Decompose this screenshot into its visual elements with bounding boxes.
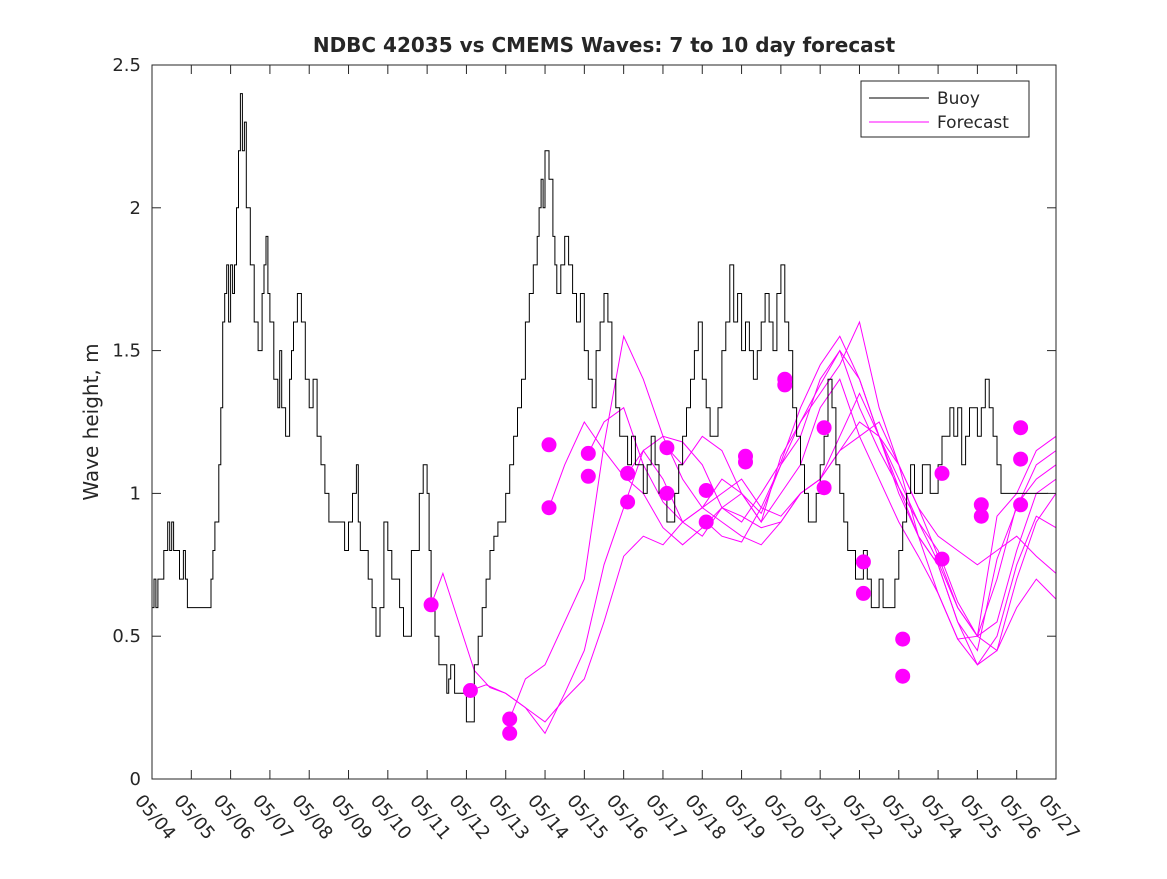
y-axis-label: Wave height, m <box>79 343 103 500</box>
forecast-point <box>659 485 675 501</box>
forecast-line-8 <box>705 349 1057 640</box>
forecast-line-7 <box>666 320 1057 638</box>
forecast-line-6 <box>627 335 1057 652</box>
forecast-point <box>698 514 714 530</box>
forecast-point <box>502 711 518 727</box>
legend-box <box>860 80 1030 138</box>
forecast-point <box>855 585 871 601</box>
y-tick-label: 1 <box>130 483 141 504</box>
forecast-point <box>895 631 911 647</box>
forecast-point <box>738 454 753 470</box>
forecast-point <box>934 551 950 567</box>
forecast-point <box>934 465 950 481</box>
series-layer <box>152 93 1057 741</box>
legend: Buoy Forecast <box>860 80 1030 138</box>
forecast-point <box>541 500 557 516</box>
forecast-line-3 <box>509 334 1057 720</box>
chart-title: NDBC 42035 vs CMEMS Waves: 7 to 10 day f… <box>313 33 896 57</box>
forecast-point <box>580 445 596 461</box>
forecast-point <box>502 725 518 741</box>
axes-frame <box>151 64 1057 780</box>
forecast-point <box>462 683 478 698</box>
y-tick-label: 1.5 <box>112 341 141 362</box>
forecast-point <box>1013 497 1029 513</box>
forecast-point <box>855 554 871 570</box>
forecast-point <box>580 468 596 484</box>
buoy-line <box>152 93 1049 723</box>
forecast-point <box>1013 420 1029 436</box>
forecast-point <box>659 440 675 456</box>
forecast-point <box>423 597 439 613</box>
forecast-point <box>620 465 636 481</box>
forecast-point <box>816 420 832 436</box>
y-tick-label: 2.5 <box>112 55 141 76</box>
forecast-point <box>1013 451 1029 467</box>
forecast-point <box>895 668 911 684</box>
forecast-point <box>816 480 832 496</box>
forecast-point <box>698 483 714 498</box>
legend-label-forecast: Forecast <box>937 113 1009 133</box>
forecast-line-2 <box>470 421 1057 735</box>
y-tick-label: 2 <box>130 198 141 219</box>
y-tick-label: 0.5 <box>112 626 141 647</box>
forecast-point <box>541 437 557 453</box>
y-tick-label: 0 <box>130 769 141 790</box>
legend-label-buoy: Buoy <box>937 89 980 109</box>
forecast-point <box>973 508 989 524</box>
forecast-point <box>620 494 636 510</box>
forecast-point <box>777 377 793 393</box>
